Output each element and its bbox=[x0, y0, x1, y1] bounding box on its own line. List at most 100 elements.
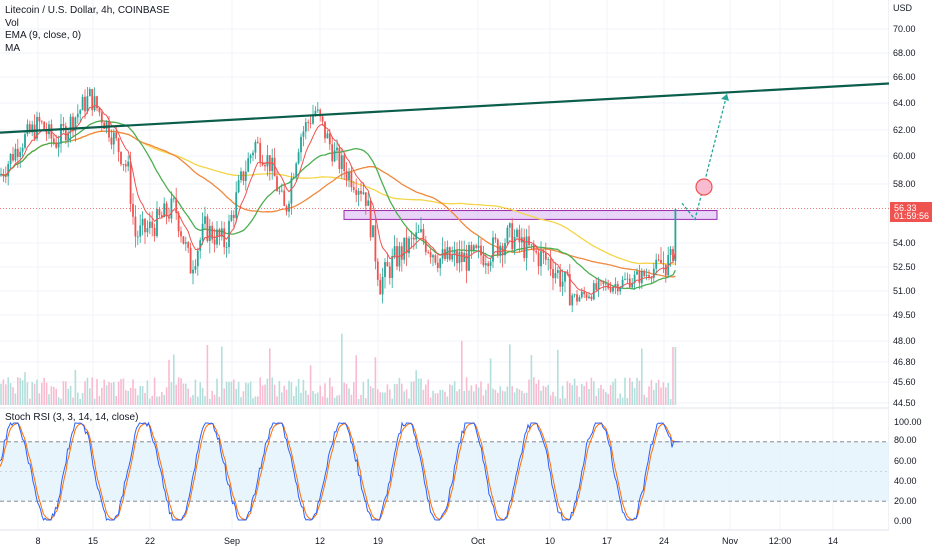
candle-body bbox=[108, 121, 110, 138]
trendline[interactable] bbox=[0, 82, 890, 134]
volume-bar bbox=[475, 384, 477, 405]
candle-body bbox=[254, 141, 257, 153]
time-axis[interactable]: 8 15 22 Sep 12 19 Oct 10 17 24 Nov 12:00 14 bbox=[35, 536, 838, 546]
candle-body bbox=[84, 96, 86, 112]
volume-bar bbox=[487, 383, 489, 405]
candle-body bbox=[268, 155, 271, 172]
candle-body bbox=[55, 142, 58, 148]
candle-body bbox=[372, 225, 374, 238]
candle-body bbox=[408, 238, 410, 254]
volume-bar bbox=[624, 377, 626, 405]
volume-bar bbox=[588, 389, 590, 405]
candle-body bbox=[525, 236, 528, 258]
candle-body bbox=[511, 223, 514, 250]
volume-bar bbox=[547, 384, 549, 405]
candle-body bbox=[225, 247, 228, 248]
candle-body bbox=[420, 229, 422, 232]
volume-bar bbox=[55, 388, 57, 405]
candle-body bbox=[655, 259, 658, 269]
trendline-path bbox=[0, 82, 890, 134]
candle-body bbox=[528, 236, 530, 246]
candle-body bbox=[568, 274, 571, 306]
volume-bar bbox=[182, 383, 185, 405]
candle-body bbox=[448, 247, 451, 260]
candle-body bbox=[235, 192, 238, 218]
volume-bar bbox=[465, 377, 468, 405]
candle-body bbox=[540, 251, 542, 267]
volume-bar bbox=[511, 386, 513, 405]
volume-bar bbox=[367, 378, 369, 405]
volume-bar bbox=[429, 397, 432, 405]
volume-bar bbox=[173, 354, 175, 405]
legend-vol[interactable]: Vol bbox=[5, 17, 19, 29]
time-tick-label: 17 bbox=[602, 536, 612, 546]
volume-bar bbox=[9, 383, 12, 405]
candle-body bbox=[74, 117, 77, 132]
legend-ema[interactable]: EMA (9, close, 0) bbox=[5, 30, 82, 41]
volume-bar bbox=[629, 377, 631, 405]
price-badge-timer: 01:59:56 bbox=[894, 211, 929, 221]
volume-bar bbox=[362, 381, 365, 405]
candle-body bbox=[331, 144, 334, 162]
volume-bar bbox=[12, 387, 14, 405]
candle-body bbox=[165, 203, 168, 217]
projection-arrow bbox=[681, 93, 729, 221]
volume-bar bbox=[619, 393, 621, 405]
candle-body bbox=[439, 258, 442, 269]
price-axis[interactable]: USD 70.00 68.00 66.00 64.00 62.00 60.00 58.00 54… bbox=[889, 0, 932, 540]
candle-body bbox=[343, 155, 346, 172]
candle-body bbox=[187, 242, 190, 248]
candle-body bbox=[228, 220, 230, 248]
stoch-rsi-legend[interactable]: Stoch RSI (3, 3, 14, 14, close) bbox=[5, 412, 139, 423]
volume-bar bbox=[631, 381, 633, 405]
time-tick-label: 22 bbox=[145, 536, 155, 546]
candle-body bbox=[7, 164, 10, 177]
stoch-tick-label: 80.00 bbox=[894, 435, 917, 445]
volume-bar bbox=[525, 392, 528, 405]
volume-bar bbox=[386, 384, 389, 405]
volume-bars bbox=[0, 333, 677, 405]
volume-bar bbox=[617, 398, 619, 405]
time-tick-label: 24 bbox=[659, 536, 669, 546]
volume-bar bbox=[120, 379, 122, 405]
ma-yellow-line bbox=[0, 130, 676, 265]
volume-bar bbox=[537, 379, 540, 405]
volume-bar bbox=[36, 379, 38, 405]
candle-body bbox=[600, 280, 602, 282]
candle-body bbox=[422, 229, 425, 241]
candle-body bbox=[367, 200, 370, 206]
volume-bar bbox=[161, 392, 163, 405]
price-tick-label: 68.00 bbox=[893, 48, 916, 58]
stoch-tick-label: 0.00 bbox=[894, 516, 912, 526]
volume-bar bbox=[329, 377, 331, 405]
candle-body bbox=[338, 147, 341, 169]
candle-body bbox=[182, 236, 185, 244]
candle-body bbox=[556, 270, 559, 273]
candle-body bbox=[276, 176, 278, 192]
candle-body bbox=[148, 221, 151, 229]
candle-body bbox=[468, 245, 470, 271]
volume-bar bbox=[405, 389, 408, 405]
symbol-title[interactable]: Litecoin / U.S. Dollar, 4h, COINBASE bbox=[5, 5, 170, 16]
volume-bar bbox=[605, 392, 607, 405]
volume-bar bbox=[489, 358, 492, 405]
volume-bar bbox=[521, 390, 523, 405]
candle-body bbox=[326, 133, 329, 139]
volume-bar bbox=[2, 379, 5, 405]
price-badge-price: 56.33 bbox=[894, 203, 917, 213]
volume-bar bbox=[518, 389, 521, 405]
volume-bar bbox=[542, 385, 545, 405]
volume-bar bbox=[259, 377, 261, 405]
candle-body bbox=[374, 225, 377, 262]
candle-body bbox=[36, 116, 38, 139]
candle-body bbox=[60, 124, 62, 144]
volume-bar bbox=[175, 384, 177, 405]
legend-ma[interactable]: MA bbox=[5, 42, 20, 54]
candle-body bbox=[535, 250, 538, 253]
volume-bar bbox=[653, 389, 655, 405]
volume-bar bbox=[485, 389, 487, 405]
candle-body bbox=[410, 237, 413, 239]
candle-body bbox=[242, 171, 245, 181]
candle-body bbox=[160, 215, 163, 218]
